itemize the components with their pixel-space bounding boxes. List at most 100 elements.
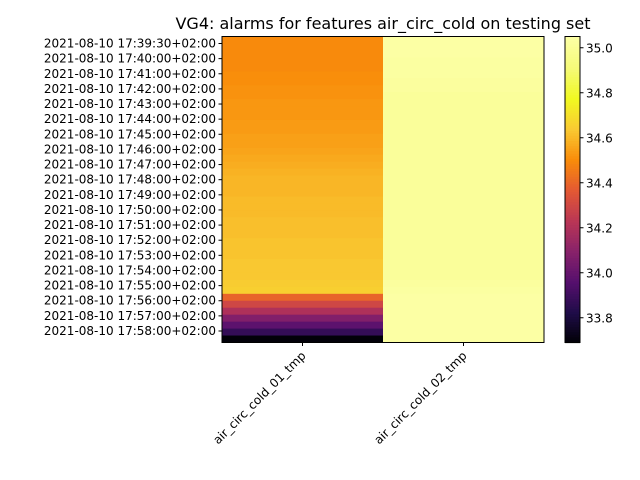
heatmap-cell (222, 210, 384, 218)
y-tick-label: 2021-08-10 17:52:00+02:00 (44, 233, 216, 247)
colorbar (565, 36, 580, 344)
y-tick-label: 2021-08-10 17:49:00+02:00 (44, 188, 216, 202)
colorbar-swatch (565, 212, 580, 216)
heatmap-cell (222, 266, 384, 274)
colorbar-swatch (565, 260, 580, 265)
heatmap-cell (383, 231, 545, 239)
heatmap-cell (383, 147, 545, 156)
colorbar-swatch (565, 227, 580, 231)
colorbar-swatch (565, 329, 580, 333)
heatmap-cell (383, 314, 545, 323)
colorbar-swatch (565, 235, 580, 239)
colorbar-swatch (565, 141, 580, 145)
colorbar-swatch (565, 153, 580, 157)
colorbar-swatch (565, 202, 580, 206)
heatmap-cell (383, 140, 545, 149)
y-tick-label: 2021-08-10 17:44:00+02:00 (44, 112, 216, 126)
heatmap-cell (222, 245, 384, 253)
heatmap-cell (222, 64, 384, 72)
heatmap-cell (383, 71, 545, 79)
colorbar-swatch (565, 156, 580, 160)
colorbar-tick-label: 34.8 (586, 86, 613, 100)
colorbar-swatch (565, 179, 580, 183)
colorbar-swatch (565, 332, 580, 336)
colorbar-swatch (565, 125, 580, 129)
heatmap-cell (222, 57, 384, 65)
colorbar-swatch (565, 77, 580, 81)
heatmap-cell (222, 279, 384, 288)
heatmap-cell (222, 99, 384, 107)
colorbar-swatch (565, 237, 580, 242)
colorbar-swatch (565, 74, 580, 78)
colorbar-swatch (565, 39, 580, 43)
colorbar-swatch (565, 176, 580, 180)
colorbar-swatch (565, 317, 580, 321)
colorbar-swatch (565, 266, 580, 270)
colorbar-tick-label: 33.8 (586, 311, 613, 325)
y-tick-label: 2021-08-10 17:48:00+02:00 (44, 173, 216, 187)
heatmap-cell (222, 335, 384, 343)
heatmap-cell (383, 203, 545, 211)
y-tick-label: 2021-08-10 17:42:00+02:00 (44, 82, 216, 96)
colorbar-swatch (565, 100, 580, 104)
colorbar-swatch (565, 41, 580, 45)
colorbar-swatch (565, 151, 580, 155)
colorbar-swatch (565, 273, 580, 277)
heatmap-cell (383, 154, 545, 163)
heatmap-cell (383, 106, 545, 114)
heatmap-cell (222, 140, 384, 149)
heatmap-cell (383, 64, 545, 72)
y-tick-label: 2021-08-10 17:41:00+02:00 (44, 67, 216, 81)
y-tick-label: 2021-08-10 17:58:00+02:00 (44, 324, 216, 338)
heatmap-cell (222, 224, 384, 232)
plot-frame (221, 36, 545, 343)
heatmap-cell (383, 259, 545, 267)
heatmap-cell (222, 217, 384, 225)
heatmap-cell (222, 175, 384, 184)
heatmap-cell (383, 78, 545, 86)
heatmap-cell (383, 252, 545, 260)
heatmap-cell (222, 50, 384, 58)
colorbar-swatch (565, 56, 580, 61)
colorbar-swatch (565, 306, 580, 310)
heatmap-cell (222, 119, 384, 128)
y-tick-label: 2021-08-10 17:53:00+02:00 (44, 248, 216, 262)
colorbar-swatch (565, 322, 580, 326)
heatmap-cell (383, 196, 545, 204)
colorbar-swatch (565, 169, 580, 173)
colorbar-swatch (565, 82, 580, 86)
heatmap-cell (383, 321, 545, 330)
colorbar-swatch (565, 339, 580, 344)
colorbar-swatch (565, 87, 580, 91)
y-tick-label: 2021-08-10 17:57:00+02:00 (44, 309, 216, 323)
colorbar-swatch (565, 105, 580, 109)
colorbar-swatch (565, 324, 580, 328)
colorbar-swatch (565, 72, 580, 76)
heatmap-cell (222, 314, 384, 323)
colorbar-swatch (565, 294, 580, 298)
colorbar-swatch (565, 232, 580, 236)
colorbar-swatch (565, 110, 580, 114)
colorbar-swatch (565, 309, 580, 313)
colorbar-swatch (565, 189, 580, 193)
colorbar-swatch (565, 164, 580, 168)
colorbar-swatch (565, 135, 580, 140)
colorbar-swatch (565, 217, 580, 221)
heatmap-cell (383, 99, 545, 107)
colorbar-swatch (565, 281, 580, 285)
colorbar-swatch (565, 253, 580, 257)
colorbar-swatch (565, 102, 580, 106)
colorbar-swatch (565, 268, 580, 272)
heatmap-cell (383, 43, 545, 51)
colorbar-swatch (565, 230, 580, 234)
colorbar-swatch (565, 311, 580, 316)
heatmap-cell (383, 50, 545, 58)
colorbar-swatch (565, 288, 580, 293)
colorbar-swatch (565, 181, 580, 185)
heatmap-cell (383, 175, 545, 184)
heatmap-cell (383, 210, 545, 218)
colorbar-swatch (565, 250, 580, 254)
colorbar-tick-label: 35.0 (586, 41, 613, 55)
colorbar-swatch (565, 278, 580, 282)
heatmap-cell (222, 196, 384, 204)
